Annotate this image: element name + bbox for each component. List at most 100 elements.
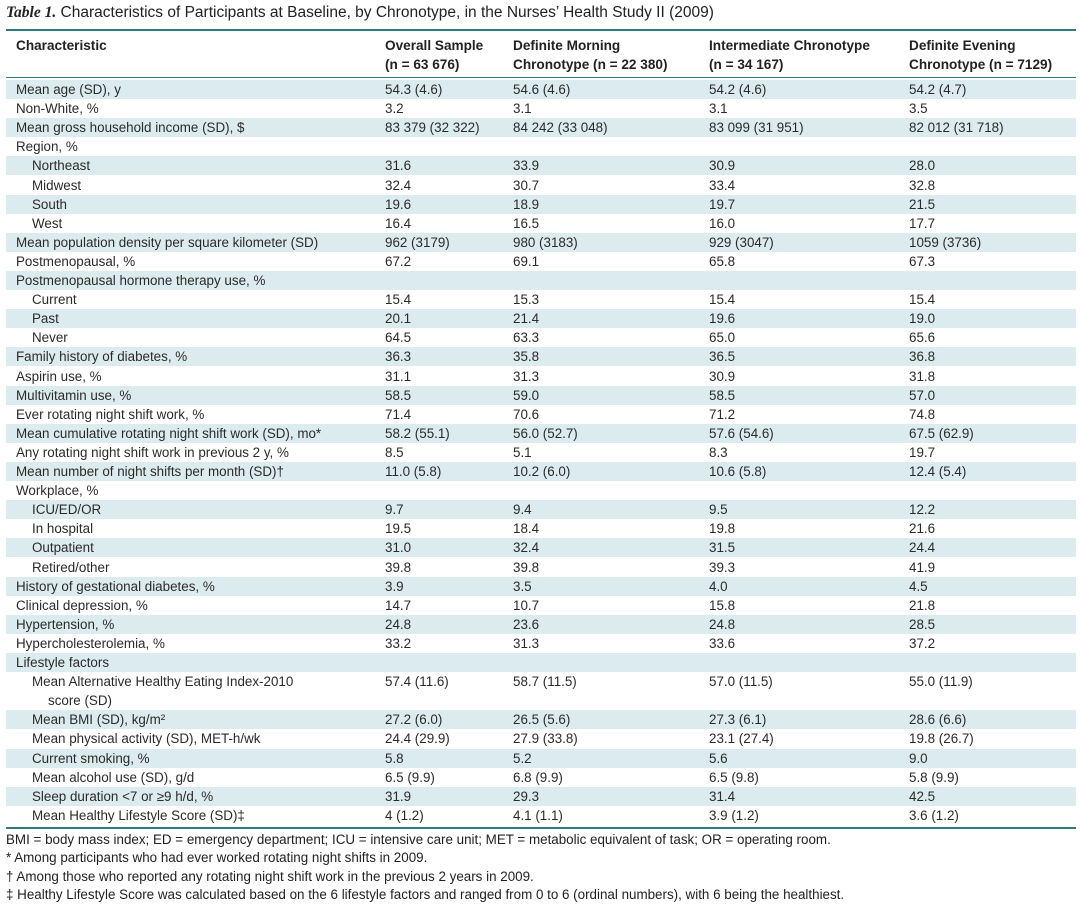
table-cell: 14.7 bbox=[385, 597, 412, 613]
table-cell: 15.4 bbox=[709, 292, 736, 308]
table-cell: 19.0 bbox=[909, 311, 936, 327]
table-cell: 31.8 bbox=[909, 368, 936, 384]
table-cell: 15.4 bbox=[909, 292, 936, 308]
table-cell: 70.6 bbox=[513, 406, 540, 422]
table-cell: 64.5 bbox=[385, 330, 412, 346]
table-row: In hospital 19.5 18.4 19.8 21.6 bbox=[6, 519, 1076, 538]
table-row: Mean cumulative rotating night shift wor… bbox=[6, 423, 1076, 443]
row-label: Northeast bbox=[32, 156, 90, 175]
table-cell: 1059 (3736) bbox=[909, 234, 982, 250]
table-cell: 32.4 bbox=[385, 177, 412, 193]
row-label: Mean Healthy Lifestyle Score (SD)‡ bbox=[32, 806, 245, 825]
table-cell: 65.0 bbox=[709, 330, 736, 346]
table-row: Current smoking, % 5.8 5.2 5.6 9.0 bbox=[6, 748, 1076, 768]
table-cell: 3.9 (1.2) bbox=[709, 807, 759, 823]
table-cell: 67.2 bbox=[385, 253, 412, 269]
table-cell: 54.3 (4.6) bbox=[385, 82, 443, 97]
table-cell: 30.9 bbox=[709, 368, 736, 384]
table-cell: 8.3 bbox=[709, 444, 728, 460]
table-cell: 6.5 (9.9) bbox=[385, 769, 435, 785]
row-label: History of gestational diabetes, % bbox=[16, 577, 215, 596]
row-label-text: Current smoking, % bbox=[32, 750, 150, 766]
row-label: Multivitamin use, % bbox=[16, 386, 131, 405]
table-cell: 30.7 bbox=[513, 177, 540, 193]
row-label: Mean gross household income (SD), $ bbox=[16, 118, 245, 137]
table-row: Mean Alternative Healthy Eating Index-20… bbox=[6, 672, 1076, 710]
row-label: Lifestyle factors bbox=[16, 653, 109, 672]
table-cell: 24.8 bbox=[385, 616, 412, 632]
row-label-text: Mean BMI (SD), kg/m² bbox=[32, 712, 166, 728]
column-header-line1: Definite Morning bbox=[513, 38, 621, 53]
row-label: Mean number of night shifts per month (S… bbox=[16, 462, 284, 481]
table-cell: 3.6 (1.2) bbox=[909, 807, 959, 823]
table-cell: 15.8 bbox=[709, 597, 736, 613]
table-cell: 9.4 bbox=[513, 502, 532, 518]
table-cell: 5.8 (9.9) bbox=[909, 769, 959, 785]
table-cell: 56.0 (52.7) bbox=[513, 425, 578, 441]
column-header-line1: Characteristic bbox=[16, 38, 107, 53]
table-row: Mean physical activity (SD), MET-h/wk 24.… bbox=[6, 729, 1076, 748]
row-label-text: Current bbox=[32, 292, 77, 308]
row-label-text: ICU/ED/OR bbox=[32, 502, 102, 518]
table-cell: 27.2 (6.0) bbox=[385, 712, 443, 728]
table-cell: 58.5 bbox=[385, 387, 412, 403]
table-cell: 71.4 bbox=[385, 406, 412, 422]
table-row: Midwest 32.4 30.7 33.4 32.8 bbox=[6, 176, 1076, 195]
table-cell: 3.1 bbox=[709, 101, 728, 117]
table-cell: 33.2 bbox=[385, 635, 412, 651]
table-cell: 11.0 (5.8) bbox=[385, 464, 442, 479]
table-row: ICU/ED/OR 9.7 9.4 9.5 12.2 bbox=[6, 500, 1076, 520]
row-label-text: Past bbox=[32, 311, 59, 327]
table-row: Mean BMI (SD), kg/m² 27.2 (6.0) 26.5 (5.6)… bbox=[6, 710, 1076, 730]
table-cell: 19.8 (26.7) bbox=[909, 731, 974, 747]
table-cell: 3.5 bbox=[513, 578, 532, 594]
table-cell: 20.1 bbox=[385, 311, 412, 327]
row-label-text: Mean Healthy Lifestyle Score (SD)‡ bbox=[32, 807, 245, 823]
table-cell: 3.5 bbox=[909, 101, 928, 117]
table-cell: 83 099 (31 951) bbox=[709, 120, 804, 136]
table-row: Region, % bbox=[6, 137, 1076, 156]
row-label: Aspirin use, % bbox=[16, 367, 102, 386]
footnote: † Among those who reported any rotating … bbox=[6, 868, 534, 884]
row-label: In hospital bbox=[32, 519, 93, 538]
table-cell: 57.0 bbox=[909, 387, 936, 403]
row-label-text: Mean number of night shifts per month (S… bbox=[16, 464, 284, 479]
row-label-text: Mean alcohol use (SD), g/d bbox=[32, 769, 195, 785]
table-cell: 4.0 bbox=[709, 578, 728, 594]
table-row: Mean age (SD), y 54.3 (4.6) 54.6 (4.6) 54.2… bbox=[6, 80, 1076, 99]
row-label: Mean age (SD), y bbox=[16, 80, 121, 99]
table-cell: 31.3 bbox=[513, 368, 540, 384]
row-label: Mean physical activity (SD), MET-h/wk bbox=[32, 729, 260, 748]
table-cell: 6.8 (9.9) bbox=[513, 769, 563, 785]
row-label: Hypercholesterolemia, % bbox=[16, 634, 165, 653]
row-label: Postmenopausal, % bbox=[16, 252, 135, 271]
table-cell: 32.8 bbox=[909, 177, 936, 193]
row-label: Hypertension, % bbox=[16, 615, 114, 634]
row-label: Family history of diabetes, % bbox=[16, 347, 187, 366]
table-cell: 21.5 bbox=[909, 196, 936, 212]
table-row: Clinical depression, % 14.7 10.7 15.8 21.8 bbox=[6, 596, 1076, 615]
table-cell: 84 242 (33 048) bbox=[513, 120, 608, 136]
table-cell: 57.0 (11.5) bbox=[709, 674, 773, 690]
table-label: Table 1. bbox=[6, 4, 57, 21]
row-label-text: Northeast bbox=[32, 158, 91, 174]
table-cell: 10.2 (6.0) bbox=[513, 464, 571, 479]
row-label-text: Mean age (SD), y bbox=[16, 82, 121, 97]
column-header: Intermediate Chronotype (n = 34 167) bbox=[709, 36, 870, 74]
table-cell: 5.1 bbox=[513, 444, 532, 460]
table-cell: 10.6 (5.8) bbox=[709, 464, 767, 479]
table-cell: 30.9 bbox=[709, 158, 736, 174]
row-label-text: Mean gross household income (SD), $ bbox=[16, 120, 245, 136]
row-label: Midwest bbox=[32, 176, 81, 195]
column-header-line2: Chronotype (n = 22 380) bbox=[513, 57, 668, 72]
table-cell: 31.5 bbox=[709, 540, 736, 556]
row-label: Non-White, % bbox=[16, 99, 99, 118]
table-cell: 16.0 bbox=[709, 215, 736, 231]
table-cell: 58.2 (55.1) bbox=[385, 425, 450, 441]
row-label-text: Sleep duration <7 or ≥9 h/d, % bbox=[32, 788, 214, 804]
table-cell: 15.3 bbox=[513, 292, 540, 308]
row-label: Region, % bbox=[16, 137, 78, 156]
table-cell: 31.6 bbox=[385, 158, 412, 174]
row-label-text: Hypertension, % bbox=[16, 616, 115, 632]
row-label: Never bbox=[32, 328, 68, 347]
